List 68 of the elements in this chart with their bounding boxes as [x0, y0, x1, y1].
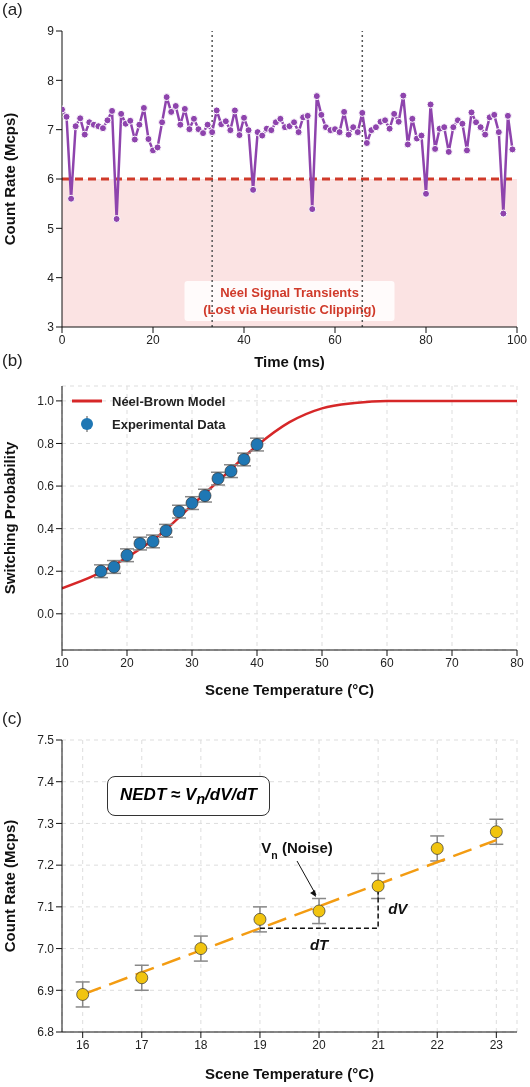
x-tick-label: 23 — [489, 1037, 504, 1052]
point — [430, 842, 444, 855]
y-tick-label: 1.0 — [37, 394, 55, 409]
annotation: NEDT ≈ V$_{n}$/dV/dT — [107, 776, 271, 817]
line-series — [62, 399, 517, 590]
x-axis-title: Time (ms) — [254, 353, 325, 370]
point — [489, 825, 503, 839]
x-axis-title: Scene Temperature (°C) — [204, 1065, 375, 1082]
y-tick-label: 5 — [47, 221, 55, 236]
x-tick-label: 30 — [185, 655, 199, 670]
x-tick-label: 0 — [58, 332, 66, 347]
band-label: Néel Signal Transients (Lost via Heuristic Clipping) — [203, 285, 376, 317]
x-tick-label: 20 — [120, 655, 134, 670]
y-tick-label: 7.5 — [37, 733, 55, 748]
y-tick-label: 0.8 — [37, 436, 55, 451]
y-tick-label: 7.3 — [37, 816, 55, 831]
y-tick-label: 3 — [47, 320, 55, 335]
y-tick-label: 4 — [47, 270, 55, 285]
annotation: dV — [388, 900, 410, 917]
x-tick-label: 10 — [55, 655, 69, 670]
y-tick-label: 7.0 — [37, 941, 55, 956]
x-tick-label: 40 — [237, 332, 251, 347]
y-tick-label: 6.8 — [37, 1025, 55, 1040]
x-tick-label: 18 — [194, 1037, 208, 1052]
point — [76, 988, 90, 1001]
y-tick-label: 0.0 — [37, 607, 55, 622]
x-tick-label: 60 — [328, 332, 342, 347]
y-tick-label: 6.9 — [37, 983, 55, 998]
y-tick-label: 7.2 — [37, 858, 55, 873]
chart-title: (a) — [2, 0, 23, 20]
x-tick-label: 21 — [371, 1037, 386, 1052]
y-tick-label: 8 — [47, 73, 55, 88]
legend-label: Experimental Data — [112, 416, 226, 432]
x-tick-label: 16 — [76, 1037, 90, 1052]
x-tick-label: 80 — [419, 332, 433, 347]
x-tick-label: 100 — [506, 332, 528, 347]
x-tick-label: 20 — [312, 1037, 327, 1052]
point — [135, 971, 149, 985]
y-tick-label: 6 — [47, 172, 55, 187]
chart-title: (b) — [2, 351, 23, 371]
y-axis-title: Switching Probability — [1, 441, 19, 595]
x-tick-label: 50 — [315, 655, 329, 670]
point — [371, 879, 385, 893]
chart-title: (c) — [2, 709, 22, 729]
x-tick-label: 22 — [430, 1037, 445, 1052]
point — [253, 913, 267, 926]
x-tick-label: 70 — [445, 655, 459, 670]
y-tick-label: 7.4 — [37, 774, 55, 789]
y-tick-label: 7 — [47, 122, 55, 137]
annotation: V$_{n}$ (Noise) — [261, 839, 333, 862]
annotation: dT — [309, 936, 331, 954]
x-tick-label: 20 — [146, 332, 160, 347]
y-axis-title: Count Rate (Mcps) — [1, 819, 19, 953]
y-tick-label: 0.6 — [37, 479, 55, 494]
x-tick-label: 17 — [135, 1037, 149, 1052]
x-tick-label: 19 — [253, 1037, 267, 1052]
x-tick-label: 40 — [250, 655, 264, 670]
y-tick-label: 0.2 — [37, 564, 55, 579]
point — [312, 904, 326, 918]
legend-label: Néel-Brown Model — [112, 393, 226, 409]
x-axis-title: Scene Temperature (°C) — [204, 681, 375, 698]
y-tick-label: 9 — [47, 24, 55, 39]
x-tick-label: 80 — [510, 655, 524, 670]
y-tick-label: 7.1 — [37, 900, 55, 915]
x-tick-label: 60 — [380, 655, 394, 670]
point — [194, 942, 208, 955]
y-tick-label: 0.4 — [37, 521, 55, 536]
y-axis-title: Count Rate (Mcps) — [1, 112, 19, 246]
